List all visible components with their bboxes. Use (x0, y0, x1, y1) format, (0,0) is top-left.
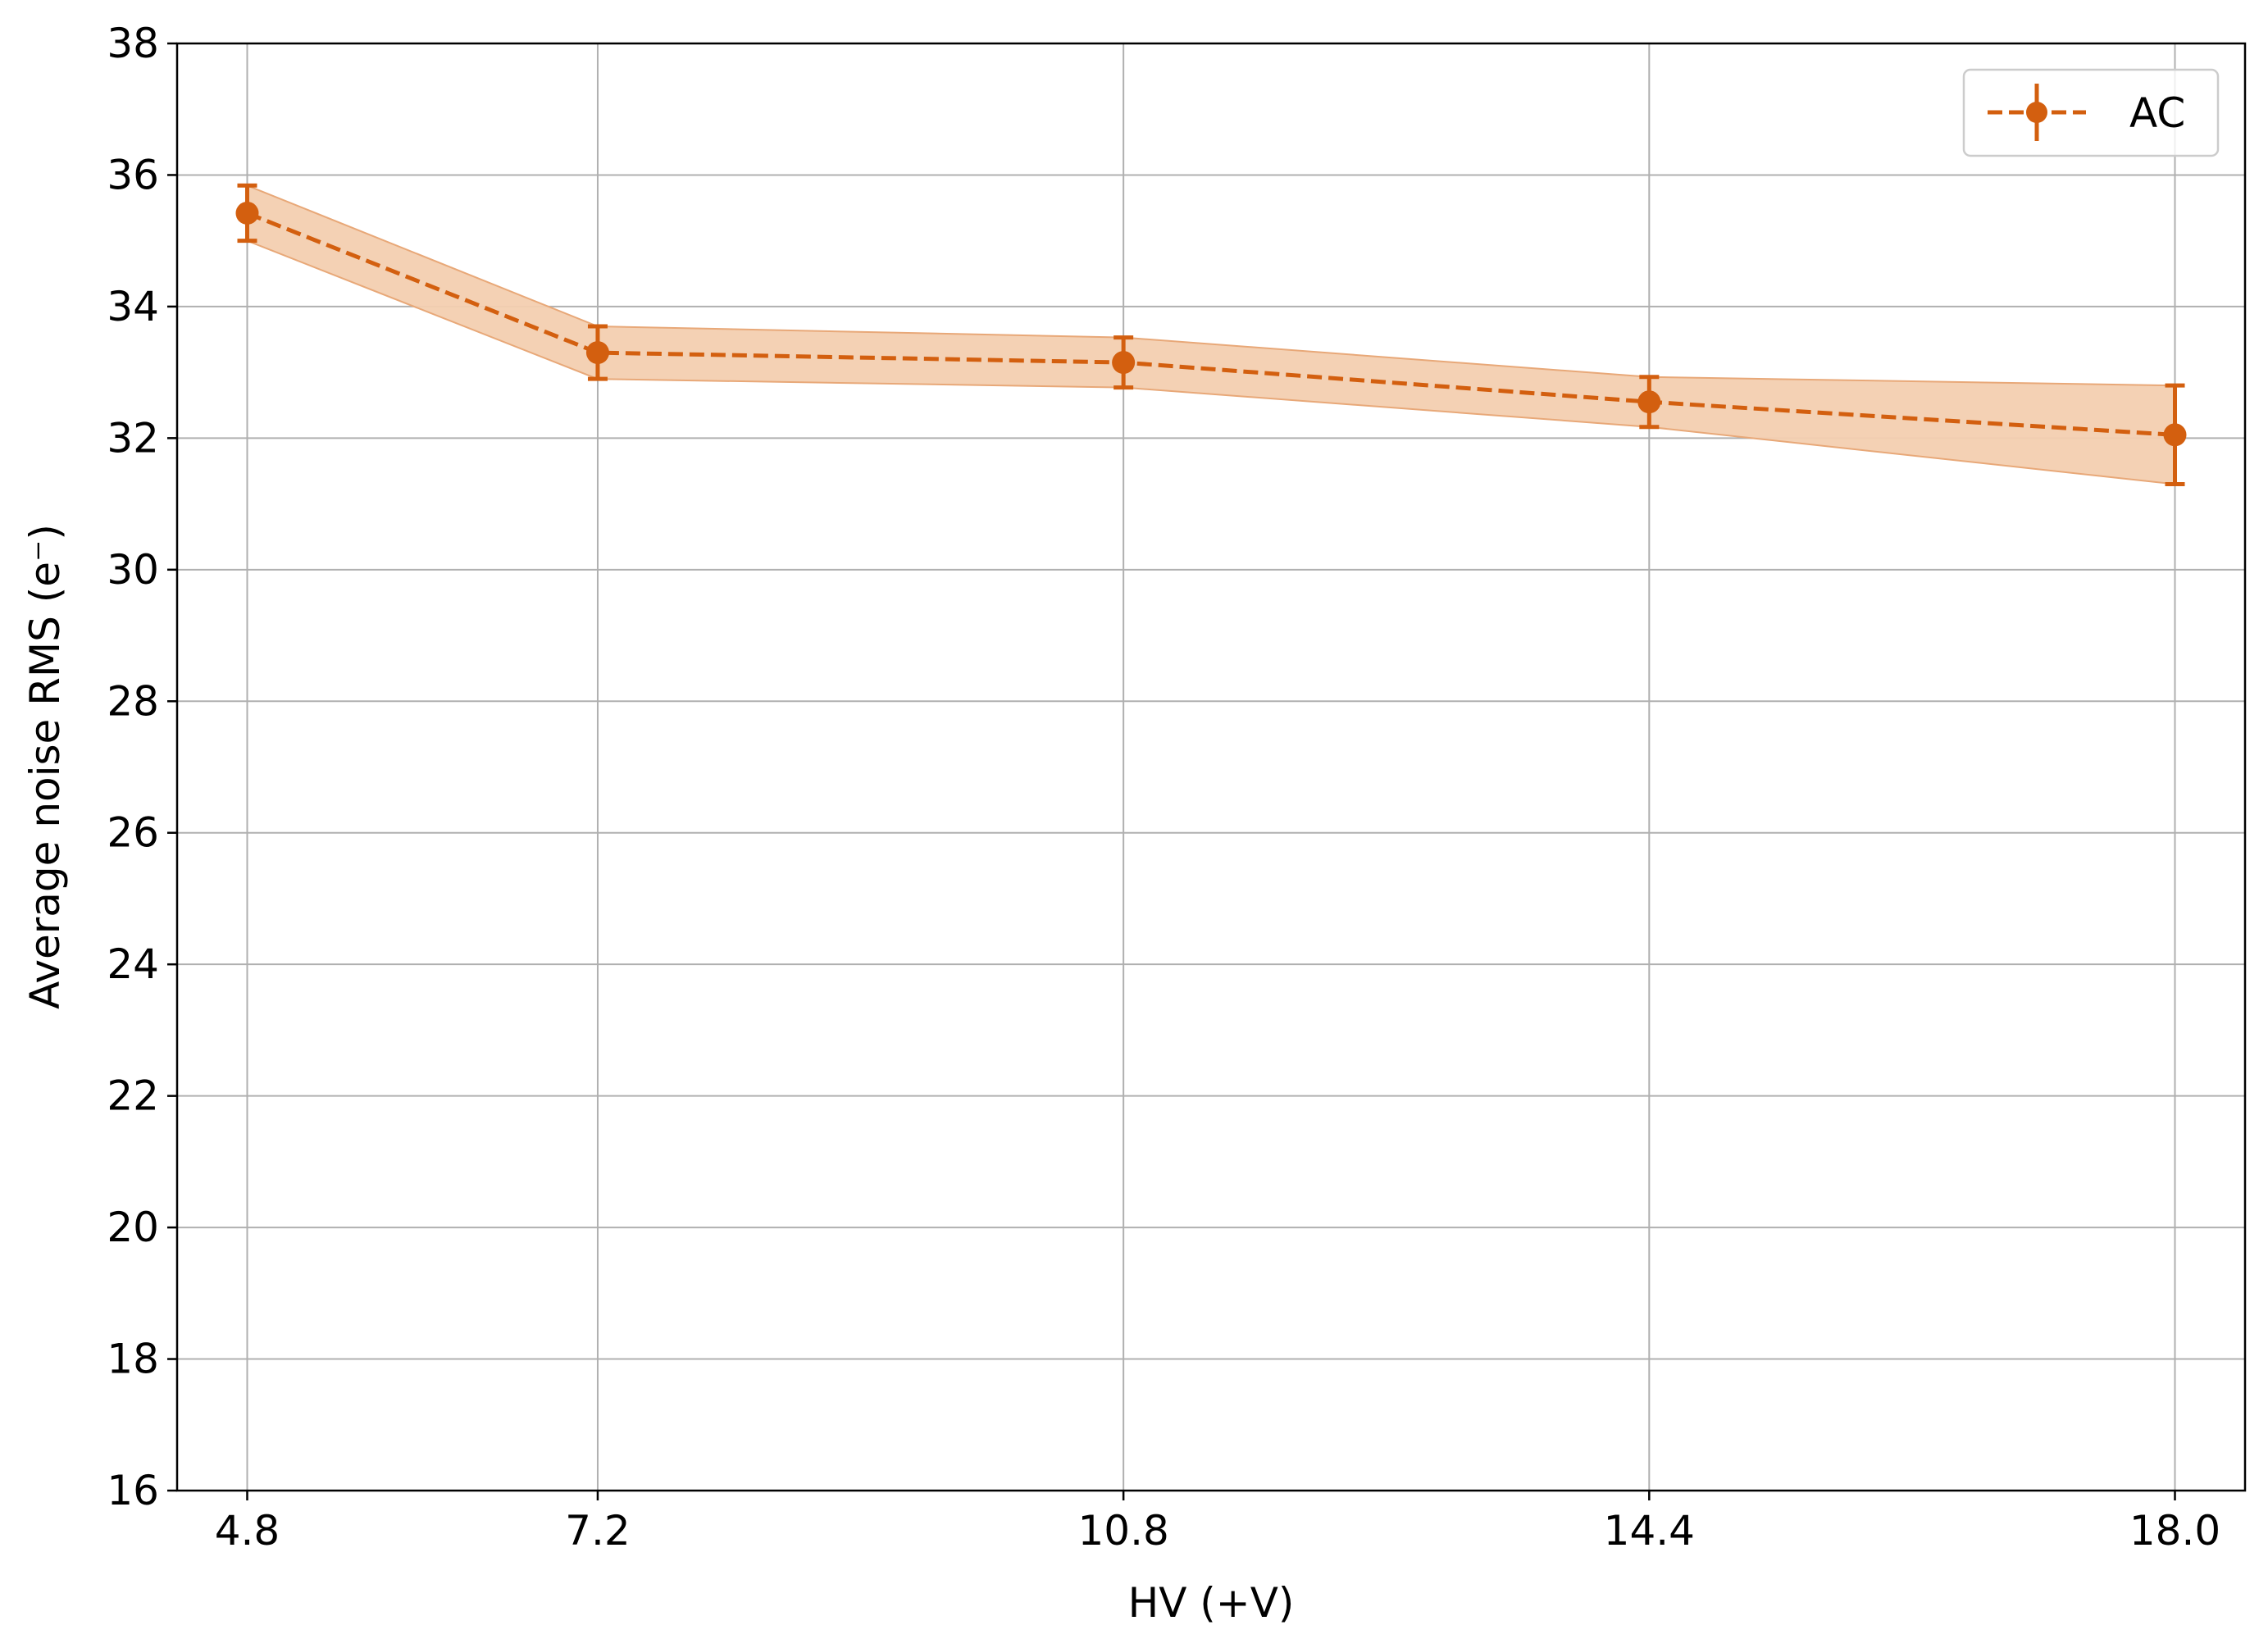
y-tick-label: 22 (107, 1072, 159, 1120)
y-tick-label: 30 (107, 546, 159, 594)
data-point (235, 201, 259, 225)
data-point (1112, 351, 1136, 375)
legend-marker-sample (2026, 102, 2047, 123)
y-tick-label: 20 (107, 1204, 159, 1251)
y-tick-labels: 16 18 20 22 24 26 28 30 32 34 36 38 (107, 20, 159, 1514)
legend-label-ac: AC (2129, 89, 2185, 137)
x-tick-label: 10.8 (1077, 1507, 1168, 1555)
y-tick-label: 24 (107, 940, 159, 988)
y-tick-label: 16 (107, 1467, 159, 1514)
legend: AC (1962, 68, 2220, 157)
x-axis-label: HV (+V) (1128, 1579, 1295, 1627)
series-ac (235, 183, 2187, 487)
data-point (1637, 390, 1661, 414)
y-tick-label: 36 (107, 151, 159, 198)
data-point (585, 341, 609, 365)
y-tick-label: 38 (107, 20, 159, 67)
x-tick-label: 4.8 (215, 1507, 280, 1555)
data-point (2163, 423, 2187, 447)
grid (177, 43, 2245, 1491)
y-tick-label: 28 (107, 677, 159, 725)
x-tick-labels: 4.8 7.2 10.8 14.4 18.0 (215, 1507, 2220, 1555)
y-axis-label: Average noise RMS (e⁻) (21, 524, 69, 1009)
axis-ticks (167, 42, 2176, 1500)
plot-frame (175, 42, 2247, 1492)
y-tick-label: 32 (107, 414, 159, 462)
x-tick-label: 18.0 (2129, 1507, 2220, 1555)
y-tick-label: 26 (107, 809, 159, 857)
x-tick-label: 14.4 (1604, 1507, 1695, 1555)
legend-box (1962, 68, 2220, 157)
y-tick-label: 18 (107, 1336, 159, 1383)
x-tick-label: 7.2 (565, 1507, 631, 1555)
y-tick-label: 34 (107, 283, 159, 330)
